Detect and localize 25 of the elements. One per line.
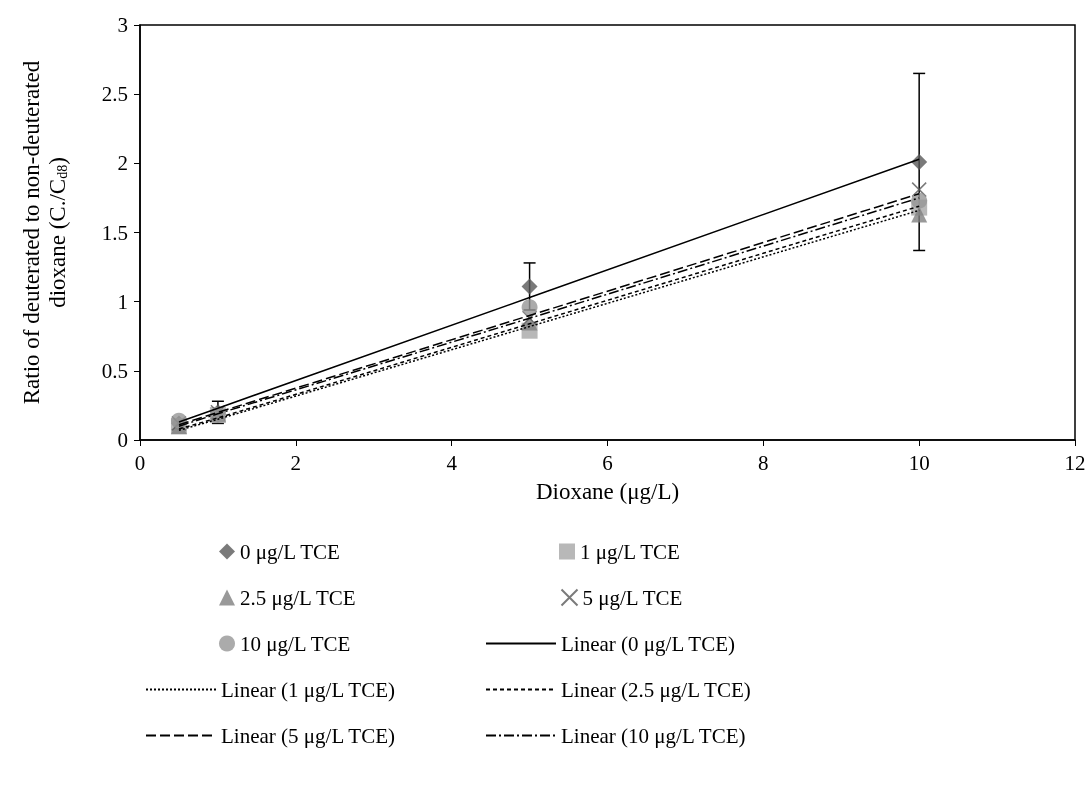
legend-label: Linear (10 μg/L TCE) — [561, 723, 746, 748]
legend-label: Linear (1 μg/L TCE) — [221, 677, 395, 702]
legend-label: 0 μg/L TCE — [240, 539, 340, 564]
x-tick-label: 12 — [1064, 450, 1086, 475]
x-tick-label: 6 — [602, 450, 613, 475]
legend-label: Linear (2.5 μg/L TCE) — [561, 677, 751, 702]
x-tick-label: 2 — [290, 450, 302, 475]
y-tick-label: 3 — [117, 13, 128, 37]
legend-label: Linear (0 μg/L TCE) — [561, 631, 735, 656]
legend-label: 5 μg/L TCE — [582, 585, 683, 610]
y-tick-label: 2.5 — [101, 82, 128, 107]
y-tick-label: 2 — [117, 151, 128, 176]
y-tick-label: 1.5 — [101, 220, 128, 245]
y-tick-label: 1 — [117, 289, 128, 314]
legend-label: Linear (5 μg/L TCE) — [221, 723, 395, 748]
y-tick-label: 0 — [117, 428, 128, 452]
x-tick-label: 0 — [134, 450, 146, 475]
x-tick-label: 10 — [908, 450, 930, 475]
x-tick-label: 4 — [446, 450, 458, 475]
x-axis-title: Dioxane (μg/L) — [535, 478, 680, 504]
y-tick-label: 0.5 — [101, 358, 128, 383]
legend-label: 1 μg/L TCE — [580, 539, 680, 564]
legend-label: 10 μg/L TCE — [240, 631, 351, 656]
legend-label: 2.5 μg/L TCE — [240, 585, 356, 610]
x-tick-label: 8 — [758, 450, 769, 475]
